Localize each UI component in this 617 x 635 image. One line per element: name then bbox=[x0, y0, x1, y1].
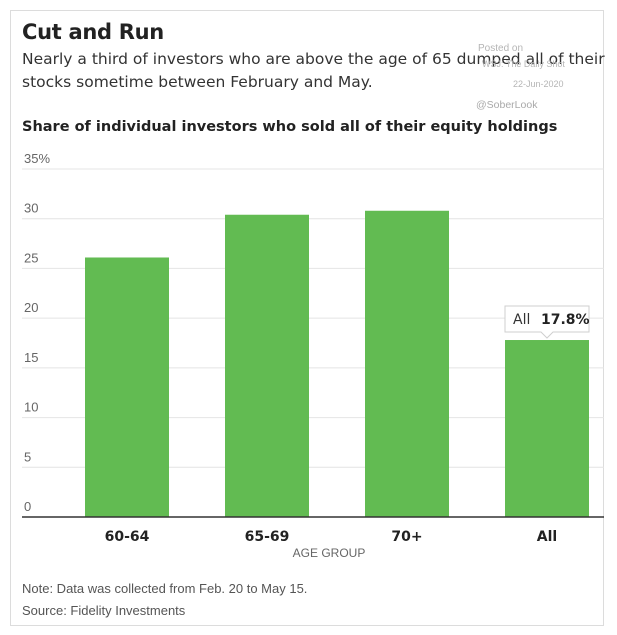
y-tick-label: 15 bbox=[24, 350, 38, 365]
watermark-source: WSJ: The Daily Shot bbox=[482, 59, 565, 69]
chart-headline: Cut and Run bbox=[22, 20, 164, 44]
watermark-handle: @SoberLook bbox=[476, 99, 538, 111]
callout-box bbox=[504, 305, 590, 339]
bar-60-64 bbox=[85, 257, 169, 517]
y-tick-label: 25 bbox=[24, 250, 38, 265]
chart-subheadline: Nearly a third of investors who are abov… bbox=[22, 50, 605, 91]
y-tick-label: 35% bbox=[24, 151, 50, 166]
x-category-label: 70+ bbox=[391, 529, 422, 545]
y-tick-label: 30 bbox=[24, 201, 38, 216]
bar-65-69 bbox=[225, 214, 309, 518]
bar-70+ bbox=[365, 210, 449, 517]
callout-value: 17.8% bbox=[541, 312, 590, 328]
footnote: Note: Data was collected from Feb. 20 to… bbox=[22, 581, 308, 596]
source-note: Source: Fidelity Investments bbox=[22, 603, 186, 618]
chart-title: Share of individual investors who sold a… bbox=[22, 119, 558, 135]
value-callout: All 17.8% bbox=[504, 305, 590, 339]
watermark-posted-on: Posted on bbox=[478, 43, 524, 54]
bar-All bbox=[505, 340, 589, 517]
y-tick-label: 0 bbox=[24, 499, 31, 514]
y-tick-label: 20 bbox=[24, 300, 38, 315]
y-tick-label: 10 bbox=[24, 400, 38, 415]
x-category-label: All bbox=[537, 529, 557, 545]
watermark-date: 22-Jun-2020 bbox=[513, 79, 564, 89]
y-tick-label: 5 bbox=[24, 449, 31, 464]
x-axis-title: AGE GROUP bbox=[293, 546, 366, 560]
x-category-label: 65-69 bbox=[245, 529, 290, 545]
x-category-label: 60-64 bbox=[105, 529, 150, 545]
callout-label: All bbox=[513, 312, 530, 328]
